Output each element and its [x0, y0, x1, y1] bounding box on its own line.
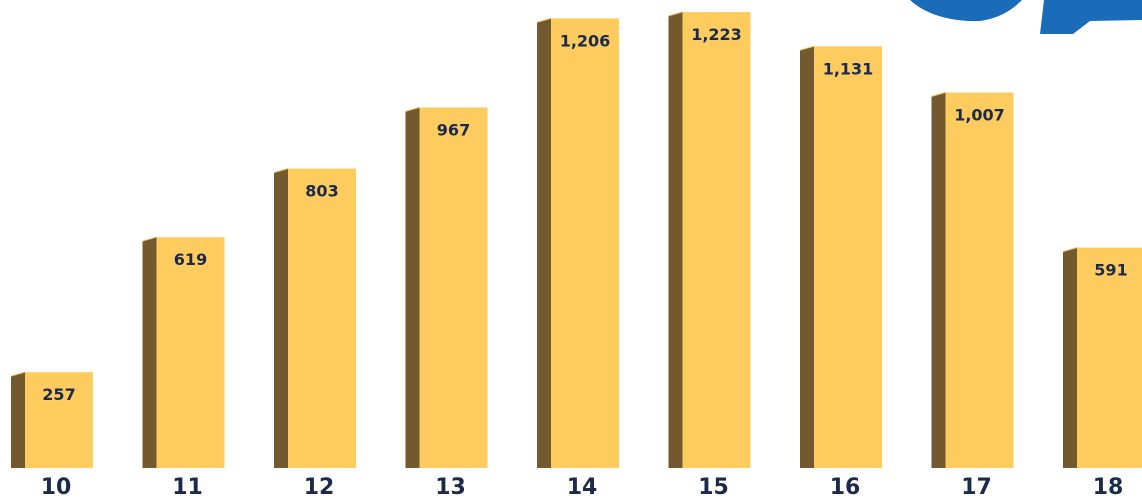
corner-decoration-blue: [1040, 0, 1142, 34]
x-tick-label: 11: [172, 475, 203, 498]
bar: [945, 92, 1014, 469]
data-label: 1,223: [691, 25, 742, 44]
bar-group: 967: [405, 106, 488, 468]
bar: [419, 107, 488, 468]
data-label: 619: [174, 250, 207, 269]
bar: [551, 18, 619, 469]
x-tick-label: 17: [961, 475, 992, 498]
bar-side: [142, 237, 157, 468]
data-label: 1,007: [954, 106, 1005, 125]
bar-group: 1,206: [536, 17, 619, 469]
bar: [814, 46, 882, 468]
bar-top-edge: [536, 17, 552, 23]
bar-group: 257: [10, 371, 93, 468]
bar-group: 803: [273, 168, 356, 469]
bar-top-edge: [405, 106, 420, 112]
bar: [156, 237, 225, 468]
data-label: 1,206: [560, 31, 611, 50]
bar-side: [537, 18, 551, 469]
x-tick-label: 14: [567, 475, 598, 498]
x-tick-label: 15: [698, 475, 729, 498]
bars-layer: 257 619 803 967 1,206 1,223 1,131 1,007 591: [10, 11, 1142, 469]
bar: [25, 372, 93, 468]
data-label: 803: [305, 182, 338, 201]
bar-top-edge: [142, 236, 157, 242]
bar-side: [1063, 247, 1077, 468]
bar-group: 1,223: [668, 11, 751, 468]
bar-top-edge: [10, 371, 26, 377]
data-label: 591: [1094, 261, 1127, 280]
bar-side: [11, 372, 25, 468]
bar-side: [405, 107, 420, 468]
bar-top-edge: [668, 11, 683, 17]
bar-side: [931, 92, 946, 469]
bar: [288, 168, 356, 469]
data-label: 1,131: [823, 59, 874, 78]
bar-group: 591: [1062, 247, 1142, 468]
x-tick-label: 16: [830, 475, 861, 498]
bar-top-edge: [1062, 247, 1078, 253]
bar-top-edge: [273, 168, 289, 174]
bar-side: [274, 168, 288, 469]
bar-top-edge: [799, 45, 815, 51]
bar: [682, 12, 751, 468]
x-tick-label: 13: [435, 475, 466, 498]
x-tick-label: 18: [1093, 475, 1124, 498]
bar: [1077, 247, 1142, 468]
x-tick-label: 12: [304, 475, 335, 498]
corner-decoration-blue: [910, 0, 1022, 22]
bar-side: [668, 12, 683, 468]
bar-group: 619: [142, 236, 225, 468]
bar-side: [800, 46, 814, 468]
x-tick-label: 10: [41, 475, 72, 498]
bar-group: 1,007: [931, 92, 1014, 469]
bar-group: 1,131: [799, 45, 882, 468]
x-axis-ticks: 10 11 12 13 14 15 16 17 18: [41, 475, 1124, 498]
data-label: 967: [437, 120, 470, 139]
bar-top-edge: [931, 92, 946, 98]
data-label: 257: [42, 385, 75, 404]
